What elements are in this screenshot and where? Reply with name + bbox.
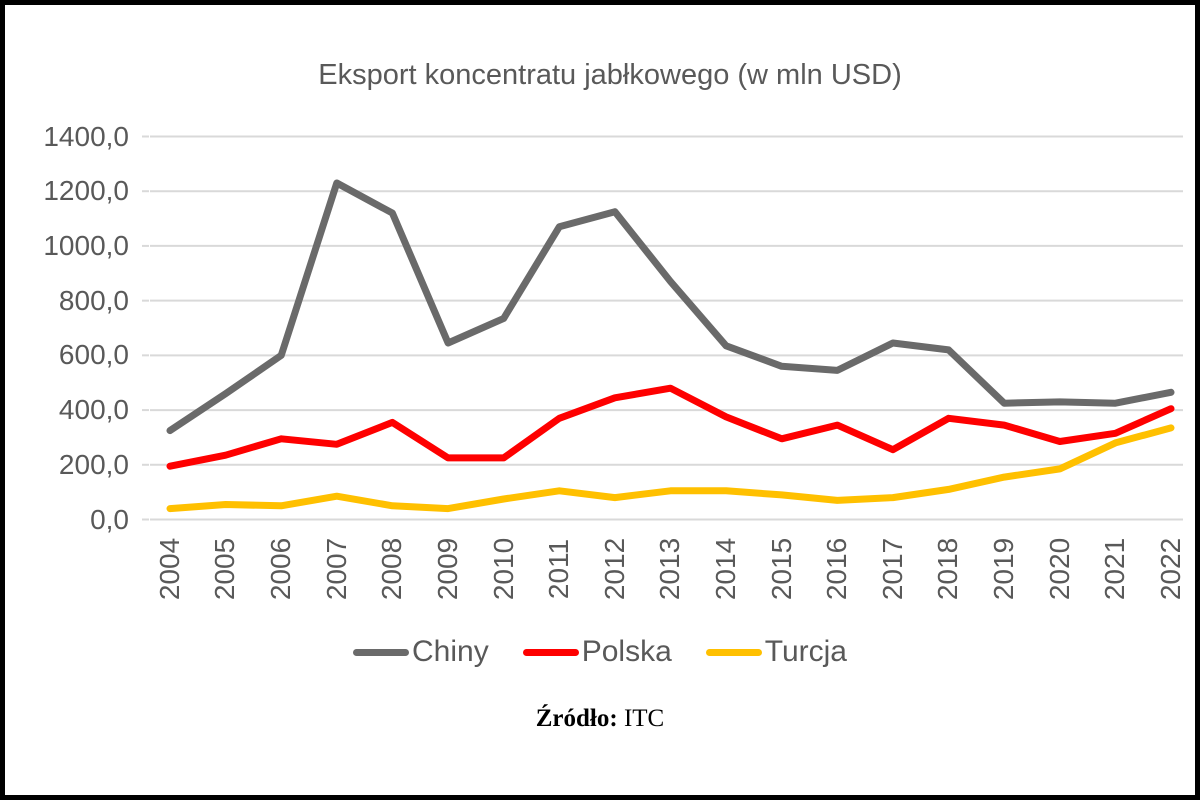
legend-swatch-chiny bbox=[353, 648, 409, 656]
x-axis-label-text: 2009 bbox=[432, 537, 464, 601]
source-value: ITC bbox=[623, 705, 665, 732]
legend-label-polska: Polska bbox=[581, 635, 672, 668]
x-axis-label-text: 2018 bbox=[932, 537, 964, 601]
x-axis-label-text: 2006 bbox=[265, 537, 297, 601]
legend-label-chiny: Chiny bbox=[412, 635, 489, 668]
x-axis-label: 2022 bbox=[1129, 526, 1195, 612]
source-line: Źródło: ITC bbox=[5, 705, 1195, 733]
x-axis-label-text: 2019 bbox=[988, 537, 1020, 601]
source-label: Źródło: bbox=[535, 705, 618, 732]
chart-title: Eksport koncentratu jabłkowego (w mln US… bbox=[318, 59, 902, 91]
y-axis-label: 200,0 bbox=[58, 448, 129, 480]
x-axis-label-text: 2008 bbox=[376, 537, 408, 601]
y-axis-label: 1200,0 bbox=[43, 175, 129, 207]
y-axis-label: 800,0 bbox=[58, 284, 129, 316]
plot-area bbox=[142, 135, 1183, 521]
x-axis-label-text: 2021 bbox=[1099, 537, 1131, 601]
x-axis-label-text: 2013 bbox=[654, 537, 686, 601]
legend-swatch-turcja bbox=[705, 648, 762, 656]
series-line-polska bbox=[166, 384, 1175, 470]
y-axis-label: 600,0 bbox=[58, 339, 129, 371]
x-axis-label-text: 2015 bbox=[765, 537, 797, 601]
x-axis-label-text: 2010 bbox=[487, 537, 519, 601]
x-axis-label-text: 2004 bbox=[153, 537, 185, 601]
legend: Chiny Polska Turcja bbox=[5, 629, 1195, 675]
legend-swatch-polska bbox=[522, 648, 579, 656]
x-axis-label-text: 2007 bbox=[320, 537, 352, 601]
series-line-chiny bbox=[166, 179, 1175, 435]
y-axis-label: 400,0 bbox=[58, 394, 129, 426]
legend-label-turcja: Turcja bbox=[764, 635, 847, 668]
x-axis-label-text: 2012 bbox=[598, 537, 630, 601]
x-axis-label-text: 2014 bbox=[710, 537, 742, 601]
x-axis-label-text: 2005 bbox=[209, 537, 241, 601]
x-axis-label-text: 2020 bbox=[1043, 537, 1075, 601]
x-axis-label-text: 2011 bbox=[543, 538, 575, 600]
series-line-turcja bbox=[166, 424, 1175, 513]
y-axis-label: 1000,0 bbox=[43, 229, 129, 261]
legend-item-polska: Polska bbox=[522, 635, 672, 669]
y-axis-label: 0,0 bbox=[90, 503, 129, 535]
x-axis-label-text: 2017 bbox=[876, 537, 908, 601]
y-axis-label: 1400,0 bbox=[43, 120, 129, 152]
legend-item-turcja: Turcja bbox=[705, 635, 847, 669]
x-axis-label-text: 2022 bbox=[1154, 537, 1186, 601]
legend-item-chiny: Chiny bbox=[353, 635, 489, 669]
x-axis-label-text: 2016 bbox=[821, 537, 853, 601]
